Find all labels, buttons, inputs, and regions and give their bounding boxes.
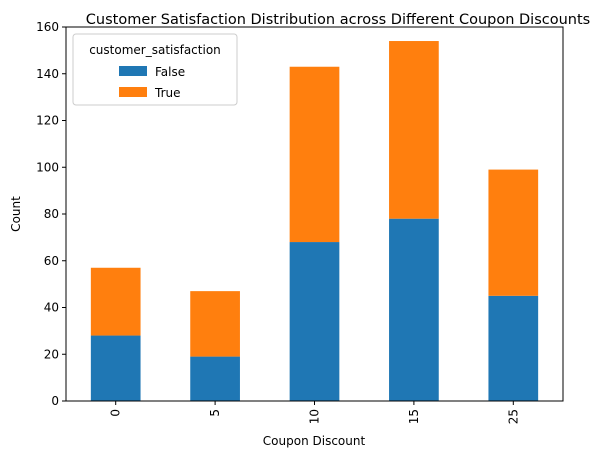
y-tick-label-20: 20 — [44, 347, 59, 361]
bar-false-15 — [389, 218, 439, 401]
legend-title: customer_satisfaction — [89, 43, 221, 57]
y-tick-label-160: 160 — [36, 20, 59, 34]
legend-label-true: True — [154, 86, 181, 100]
x-tick-label-5: 5 — [208, 409, 222, 417]
x-tick-label-10: 10 — [308, 409, 322, 424]
y-tick-label-120: 120 — [36, 114, 59, 128]
bar-false-10 — [289, 242, 340, 401]
y-axis-label: Count — [9, 196, 23, 232]
y-axis: 0 20 40 60 80 100 120 140 160 — [36, 20, 66, 408]
y-tick-label-140: 140 — [36, 67, 59, 81]
bar-true-5 — [190, 291, 240, 357]
bar-true-15 — [389, 41, 439, 219]
legend: customer_satisfaction False True — [72, 33, 238, 106]
bar-true-10 — [289, 66, 340, 243]
chart-title: Customer Satisfaction Distribution acros… — [86, 12, 590, 28]
x-tick-label-25: 25 — [506, 409, 520, 424]
legend-swatch-true — [119, 87, 147, 97]
x-axis-label: Coupon Discount — [263, 434, 366, 448]
bar-true-25 — [488, 169, 539, 296]
legend-label-false: False — [155, 65, 185, 79]
y-tick-label-60: 60 — [44, 254, 59, 268]
bar-false-25 — [488, 295, 539, 401]
y-tick-label-80: 80 — [44, 207, 59, 221]
legend-swatch-false — [119, 66, 147, 76]
bar-false-0 — [90, 335, 141, 401]
y-tick-label-100: 100 — [36, 160, 59, 174]
bars-group — [90, 41, 539, 401]
bar-true-0 — [90, 267, 141, 336]
bar-false-5 — [190, 356, 240, 401]
x-tick-label-15: 15 — [407, 409, 421, 424]
x-axis: 0 5 10 15 25 — [109, 401, 520, 424]
x-tick-label-0: 0 — [109, 409, 123, 417]
legend-box — [72, 33, 238, 106]
y-tick-label-0: 0 — [51, 394, 59, 408]
y-tick-label-40: 40 — [44, 301, 59, 315]
